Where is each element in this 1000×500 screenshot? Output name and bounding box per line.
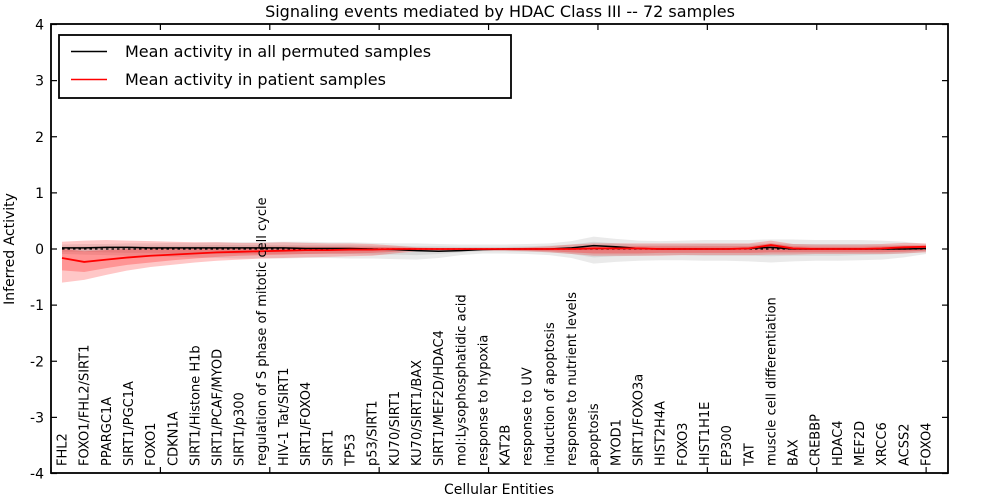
x-axis-label: Cellular Entities xyxy=(444,482,554,498)
legend: Mean activity in all permuted samples Me… xyxy=(58,34,512,99)
y-axis-label: Inferred Activity xyxy=(2,193,18,305)
x-entity-label: HIV-1 Tat/SIRT1 xyxy=(277,368,292,466)
x-entity-label: MYOD1 xyxy=(609,419,624,466)
x-entity-label: CDKN1A xyxy=(166,411,181,466)
legend-label-patient: Mean activity in patient samples xyxy=(125,70,386,89)
x-entity-label: SIRT1/FOXO3a xyxy=(632,374,647,466)
x-entity-label: HIST1H1E xyxy=(698,402,713,466)
x-entity-label: FOXO4 xyxy=(920,423,935,466)
x-entity-label: SIRT1/FOXO4 xyxy=(299,382,314,466)
x-entity-label: SIRT1/PCAF/MYOD xyxy=(211,349,226,466)
permuted-outer-band xyxy=(62,236,926,264)
x-entity-label: apoptosis xyxy=(587,403,602,466)
legend-label-permuted: Mean activity in all permuted samples xyxy=(125,42,431,61)
chart-title: Signaling events mediated by HDAC Class … xyxy=(265,2,735,21)
x-entity-label: muscle cell differentiation xyxy=(764,297,779,466)
x-entity-label: SIRT1/Histone H1b xyxy=(188,345,203,466)
x-entity-label: BAX xyxy=(787,439,802,466)
x-entity-label: SIRT1/MEF2D/HDAC4 xyxy=(432,330,447,466)
y-tick-label: 0 xyxy=(35,242,44,258)
y-tick-label: -1 xyxy=(30,298,44,314)
y-tick-label: -4 xyxy=(30,467,44,483)
x-entity-label: KU70/SIRT1 xyxy=(388,391,403,466)
plot-area: 4 3 2 1 0 -1 -2 -3 -4 FHL2 FOXO1/FHL2/SIRT1 PPARGC1… xyxy=(30,18,949,483)
x-entity-label: EP300 xyxy=(720,425,735,466)
x-entity-label: induction of apoptosis xyxy=(543,322,558,466)
x-entity-label: KAT2B xyxy=(499,425,514,466)
legend-box xyxy=(58,34,512,99)
x-entity-label: FOXO3 xyxy=(676,423,691,466)
y-tick-label: -2 xyxy=(30,354,44,370)
x-entity-label: KU70/SIRT1/BAX xyxy=(410,360,425,466)
y-tick-label: 4 xyxy=(35,18,44,34)
x-entity-label: SIRT1 xyxy=(321,430,336,466)
x-entity-label: response to UV xyxy=(521,367,536,466)
x-entity-label: TP53 xyxy=(344,434,359,467)
x-entity-label: FOXO1 xyxy=(144,423,159,466)
x-entity-label: MEF2D xyxy=(853,421,868,466)
x-entity-label: p53/SIRT1 xyxy=(366,400,381,466)
x-entity-label: response to hypoxia xyxy=(476,335,491,466)
x-entity-label: regulation of S phase of mitotic cell cy… xyxy=(255,197,270,466)
x-entity-label: mol:Lysophosphatidic acid xyxy=(454,294,469,466)
y-tick-label: -3 xyxy=(30,410,44,426)
x-entity-label: XRCC6 xyxy=(875,422,890,466)
x-entity-label: TAT xyxy=(742,443,757,467)
series-line-1 xyxy=(61,244,927,263)
x-entity-label: ACSS2 xyxy=(897,423,912,466)
x-entity-label: response to nutrient levels xyxy=(565,292,580,466)
y-tick-label: 3 xyxy=(35,74,44,90)
x-entity-label: FOXO1/FHL2/SIRT1 xyxy=(78,345,93,466)
x-entity-label: HIST2H4A xyxy=(654,401,669,466)
x-entity-label: HDAC4 xyxy=(831,420,846,466)
x-entity-label: SIRT1/PGC1A xyxy=(122,381,137,466)
x-entity-label: FHL2 xyxy=(56,433,71,466)
x-entity-label: PPARGC1A xyxy=(100,397,115,466)
x-entity-label: SIRT1/p300 xyxy=(233,392,248,466)
x-entity-label: CREBBP xyxy=(809,414,824,466)
y-tick-label: 2 xyxy=(35,130,44,146)
y-tick-label: 1 xyxy=(35,186,44,202)
